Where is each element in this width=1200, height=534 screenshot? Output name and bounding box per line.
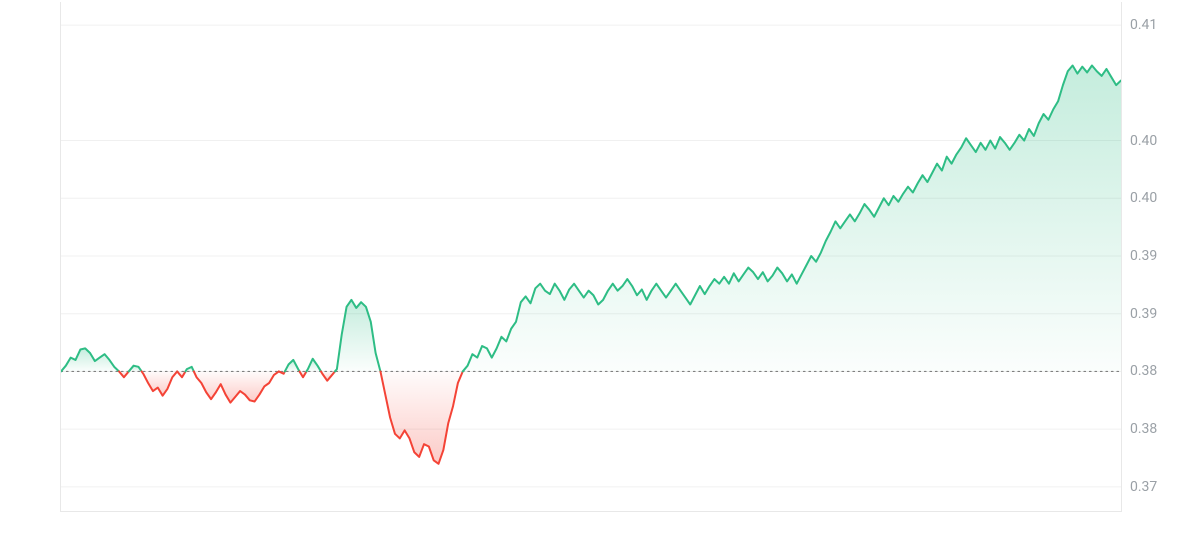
y-tick-label: 0.37 [1130, 479, 1190, 495]
price-chart: 0.41 0.40 0.40 0.39 0.39 0.38 0.38 0.37 [0, 0, 1200, 534]
y-tick-label: 0.41 [1130, 17, 1190, 33]
y-tick-label: 0.38 [1130, 363, 1190, 379]
chart-plot-area[interactable] [60, 2, 1122, 512]
y-tick-label: 0.40 [1130, 190, 1190, 206]
y-tick-label: 0.39 [1130, 306, 1190, 322]
y-axis-labels: 0.41 0.40 0.40 0.39 0.39 0.38 0.38 0.37 [1130, 2, 1190, 512]
y-tick-label: 0.40 [1130, 133, 1190, 149]
chart-svg [61, 2, 1121, 510]
y-tick-label: 0.38 [1130, 421, 1190, 437]
y-tick-label: 0.39 [1130, 248, 1190, 264]
